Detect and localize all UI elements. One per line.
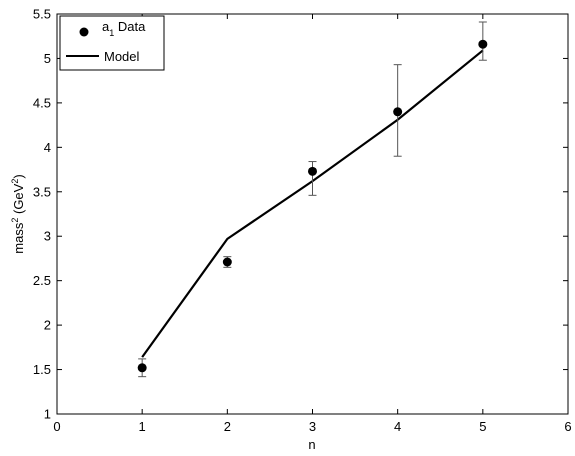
plot-frame bbox=[56, 13, 569, 415]
plot-area bbox=[56, 13, 569, 415]
x-tick-label: 6 bbox=[564, 419, 571, 434]
y-tick-label: 4.5 bbox=[33, 95, 51, 110]
x-tick-label: 1 bbox=[139, 419, 146, 434]
y-tick-label: 3.5 bbox=[33, 184, 51, 199]
y-axis-label: mass2 (GeV2) bbox=[10, 174, 26, 253]
y-tick-label: 2 bbox=[44, 318, 51, 333]
x-axis-label: n bbox=[308, 437, 315, 452]
y-tick-label: 5.5 bbox=[33, 7, 51, 22]
data-error-bars bbox=[138, 21, 487, 378]
model-series bbox=[141, 49, 484, 358]
x-tick-label: 0 bbox=[53, 419, 60, 434]
y-tick-label: 4 bbox=[44, 140, 51, 155]
legend-box bbox=[59, 15, 165, 71]
legend-data-marker bbox=[79, 27, 89, 37]
legend-model-label: Model bbox=[104, 49, 140, 64]
x-tick-label: 5 bbox=[479, 419, 486, 434]
y-tick-label: 1 bbox=[44, 407, 51, 422]
legend-data-label: a1 Data bbox=[102, 19, 146, 38]
data-point bbox=[393, 107, 403, 117]
legend: a1 Data Model bbox=[59, 15, 165, 71]
x-axis: 0 1 2 3 4 5 6 bbox=[53, 14, 572, 434]
y-tick-label: 5 bbox=[44, 51, 51, 66]
y-tick-label: 1.5 bbox=[33, 362, 51, 377]
y-tick-label: 2.5 bbox=[33, 273, 51, 288]
data-point bbox=[137, 363, 147, 373]
data-point bbox=[478, 39, 488, 49]
data-point bbox=[222, 257, 232, 267]
x-tick-label: 3 bbox=[309, 419, 316, 434]
data-series bbox=[137, 39, 488, 373]
x-tick-label: 2 bbox=[224, 419, 231, 434]
x-tick-label: 4 bbox=[394, 419, 401, 434]
model-line bbox=[141, 49, 484, 358]
data-point bbox=[308, 166, 317, 176]
y-tick-label: 3 bbox=[44, 229, 51, 244]
